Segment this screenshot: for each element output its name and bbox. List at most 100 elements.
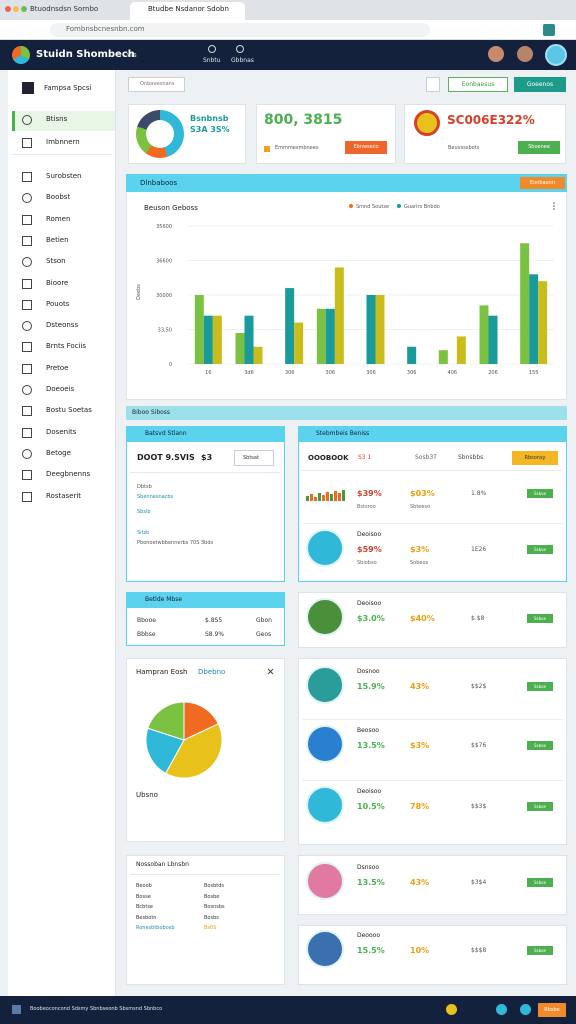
badge[interactable]: Ssboe xyxy=(527,878,553,887)
avatar[interactable] xyxy=(517,46,533,62)
close-icon xyxy=(267,668,274,675)
row-pct: 43% xyxy=(410,682,430,691)
bar-chart: Beuson Geboss Deebs 0 33,50 30000 36600 35600 1… xyxy=(136,202,555,376)
button[interactable]: Rbsonsy xyxy=(512,451,558,465)
badge[interactable]: Ssboe xyxy=(527,489,553,498)
sidebar-icon xyxy=(22,235,32,246)
bar xyxy=(285,288,295,364)
legend-swatch xyxy=(349,204,353,208)
header-icon[interactable] xyxy=(236,45,244,53)
row-num: 1E26 xyxy=(471,546,487,553)
note-cell: Besbotn xyxy=(136,914,157,921)
column-head: OOOBOOK xyxy=(308,454,349,462)
kpi-value: 800, 3815 xyxy=(264,112,343,128)
header-icon-label[interactable]: Snbtu xyxy=(203,57,221,64)
panel-cell: Bbbse xyxy=(137,631,156,638)
row-pct: 15.9% xyxy=(357,682,385,691)
column-head[interactable]: Sbnsbbs xyxy=(458,454,484,461)
menu-dot xyxy=(553,202,555,204)
button[interactable]: Rbsbe xyxy=(538,1003,566,1017)
x-tick-label: 306 xyxy=(285,370,295,376)
section-title: Biboo Siboss xyxy=(132,409,171,416)
select[interactable]: Sbtsat xyxy=(234,450,274,466)
row-avatar xyxy=(306,598,344,636)
kpi-note: Emmmesmbnees xyxy=(275,145,319,151)
header-icon[interactable] xyxy=(208,45,216,53)
note-cell: Bosbtds xyxy=(204,883,225,889)
badge[interactable]: Ssboe xyxy=(527,741,553,750)
divider xyxy=(130,874,280,875)
button[interactable]: Ebnwseco xyxy=(345,141,387,154)
button[interactable]: Eonbaonn xyxy=(520,177,565,189)
sidebar-item[interactable]: Bioore xyxy=(46,278,69,287)
badge[interactable]: Ssboe xyxy=(527,682,553,691)
sidebar-item[interactable]: Stson xyxy=(46,257,66,266)
y-tick-label: 35600 xyxy=(156,224,172,230)
footer-icon[interactable] xyxy=(520,1004,531,1015)
sidebar-item[interactable]: Boobst xyxy=(46,193,71,202)
sidebar-item[interactable]: Rostaserit xyxy=(46,491,82,500)
sidebar-icon xyxy=(22,193,32,204)
y-axis-label: Deebs xyxy=(136,284,142,300)
tab[interactable]: Btudbe Nsdanor Sdobn xyxy=(148,5,229,13)
sidebar-item[interactable]: Betoge xyxy=(46,448,71,457)
sidebar-item[interactable]: Pretoe xyxy=(46,363,69,372)
button[interactable]: Goeenos xyxy=(514,77,566,92)
badge[interactable]: Ssboe xyxy=(527,802,553,811)
brand[interactable]: Stuidn Shombech xyxy=(36,49,135,60)
nav-item[interactable]: Cvis xyxy=(122,51,137,59)
footer-icon[interactable] xyxy=(496,1004,507,1015)
panel-line: Sbennesnacbs xyxy=(137,494,174,500)
header-icon-label[interactable]: Gbbnas xyxy=(231,57,254,64)
sidebar-item[interactable]: Btisns xyxy=(46,115,68,123)
panel-title: Nossoban Lbnsbn xyxy=(136,861,189,868)
row-name: Deoisoo xyxy=(357,531,382,538)
search-text[interactable]: Onbaveonans xyxy=(140,81,175,87)
tab[interactable]: Btuodnsdsn Sornbo xyxy=(30,5,99,13)
row-num: $$76 xyxy=(471,742,487,749)
row-name: Deoisoo xyxy=(357,788,382,795)
pie-slice xyxy=(145,727,185,774)
icon-bar xyxy=(314,497,317,501)
note-cell: Bcbtse xyxy=(136,904,153,910)
sidebar-item[interactable]: Deegbnenns xyxy=(46,470,91,479)
menu-dot xyxy=(553,205,555,207)
avatar[interactable] xyxy=(488,46,504,62)
divider xyxy=(302,523,563,524)
row-pct: 13.5% xyxy=(357,878,385,887)
footer-icon[interactable] xyxy=(446,1004,457,1015)
sidebar-item[interactable]: Brnts Fociis xyxy=(46,342,87,351)
sidebar-item[interactable]: Bostu Soetas xyxy=(46,406,92,415)
sidebar-item[interactable]: Betien xyxy=(46,235,69,244)
url[interactable]: Fombnsbcnesnbn.com xyxy=(66,25,145,33)
button[interactable]: Eonbaesus xyxy=(448,77,508,92)
kpi-icon xyxy=(414,110,440,136)
badge[interactable]: Ssboe xyxy=(527,545,553,554)
sidebar-icon xyxy=(22,278,32,289)
divider xyxy=(12,154,112,155)
y-tick-label: 30000 xyxy=(156,293,172,299)
sidebar-item[interactable]: Dosenits xyxy=(46,427,77,436)
sidebar-item[interactable]: Dsteonss xyxy=(46,321,79,330)
sidebar-item[interactable]: Pouots xyxy=(46,299,70,308)
row-name: Deoisoo xyxy=(357,600,382,607)
sidebar-item[interactable]: Imbnnern xyxy=(46,138,80,146)
sidebar-item[interactable]: Doeoeis xyxy=(46,385,75,393)
row-pct: 78% xyxy=(410,802,430,811)
pie-slice xyxy=(183,701,220,741)
sidebar-icon xyxy=(22,257,32,268)
bar xyxy=(325,308,335,364)
panel-title: Dlnbaboos xyxy=(140,179,178,187)
sidebar-item[interactable]: Romen xyxy=(46,214,71,223)
badge[interactable]: Ssboe xyxy=(527,946,553,955)
row-name: Dsnsoo xyxy=(357,864,380,871)
badge[interactable]: Ssboe xyxy=(527,614,553,623)
sidebar-item[interactable]: Surobsten xyxy=(46,172,82,180)
row-pct: $3.0% xyxy=(357,614,385,623)
legend-label: Guarirs Bnbdo xyxy=(404,204,440,210)
pie-chart xyxy=(145,668,274,779)
tool-icon[interactable] xyxy=(426,77,440,92)
button[interactable]: Sboenee xyxy=(518,141,560,154)
avatar[interactable] xyxy=(545,44,567,66)
kpi-value: SC006E322% xyxy=(447,113,535,127)
